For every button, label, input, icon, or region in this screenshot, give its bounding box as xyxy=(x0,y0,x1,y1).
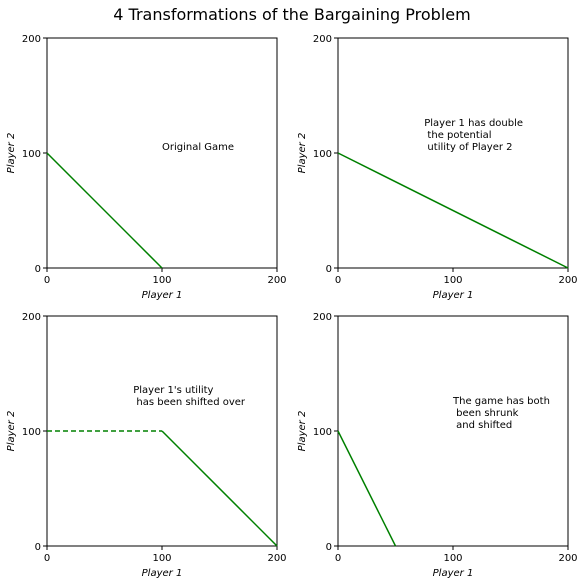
series-line-1 xyxy=(46,152,163,269)
x-tick-label: 0 xyxy=(44,553,50,564)
plot-frame xyxy=(337,37,569,269)
y-axis-label: Player 2 xyxy=(6,411,17,452)
x-tick-label: 100 xyxy=(443,275,462,286)
y-tick-label: 100 xyxy=(22,149,41,160)
x-tick-label: 100 xyxy=(152,275,171,286)
y-tick-label: 200 xyxy=(22,312,41,323)
y-axis-label: Player 2 xyxy=(297,133,308,174)
y-tick-label: 200 xyxy=(313,34,332,45)
y-axis-label: Player 2 xyxy=(297,411,308,452)
plot-frame xyxy=(46,37,278,269)
annotation-line: Original Game xyxy=(162,142,234,153)
x-axis-label: Player 1 xyxy=(142,568,183,579)
annotation-line: Player 1's utility xyxy=(133,385,213,396)
x-tick-label: 200 xyxy=(558,553,577,564)
x-tick-label: 100 xyxy=(443,553,462,564)
annotation-text: The game has both been shrunk and shifte… xyxy=(452,396,550,431)
y-tick-label: 0 xyxy=(326,264,332,275)
series-line-2 xyxy=(161,430,278,547)
figure-title: 4 Transformations of the Bargaining Prob… xyxy=(113,5,470,24)
x-tick-label: 0 xyxy=(44,275,50,286)
x-tick-label: 200 xyxy=(558,275,577,286)
annotation-line: The game has both xyxy=(452,396,550,407)
x-axis-label: Player 1 xyxy=(433,568,474,579)
annotation-text: Original Game xyxy=(162,142,234,153)
y-tick-label: 200 xyxy=(313,312,332,323)
y-tick-label: 0 xyxy=(35,542,41,553)
subplot-2: 0 100 200 0 100 200 Player 1 Player 2 Player 1 h… xyxy=(297,34,578,301)
series-line-1 xyxy=(337,430,397,547)
x-axis-label: Player 1 xyxy=(142,290,183,301)
x-tick-label: 200 xyxy=(267,553,286,564)
series-line-1 xyxy=(337,152,569,269)
annotation-line: has been shifted over xyxy=(133,397,246,408)
subplot-4: 0 100 200 0 100 200 Player 1 Player 2 The game h… xyxy=(297,312,578,579)
annotation-line: utility of Player 2 xyxy=(424,142,512,153)
y-tick-label: 100 xyxy=(313,149,332,160)
y-tick-label: 100 xyxy=(313,427,332,438)
subplot-1: 0 100 200 0 100 200 Player 1 Player 2 Original G… xyxy=(6,34,287,301)
annotation-text: Player 1's utility has been shifted over xyxy=(133,385,246,408)
annotation-line: been shrunk xyxy=(453,408,519,419)
annotation-line: the potential xyxy=(424,130,491,141)
y-tick-label: 200 xyxy=(22,34,41,45)
x-axis-label: Player 1 xyxy=(433,290,474,301)
y-tick-label: 100 xyxy=(22,427,41,438)
annotation-line: Player 1 has double xyxy=(424,118,523,129)
annotation-line: and shifted xyxy=(453,420,512,431)
x-tick-label: 0 xyxy=(335,275,341,286)
x-tick-label: 0 xyxy=(335,553,341,564)
y-tick-label: 0 xyxy=(35,264,41,275)
x-tick-label: 200 xyxy=(267,275,286,286)
x-tick-label: 100 xyxy=(152,553,171,564)
plot-frame xyxy=(337,315,569,547)
subplot-3: 0 100 200 0 100 200 Player 1 Player 2 Player 1's… xyxy=(6,312,287,579)
y-axis-label: Player 2 xyxy=(6,133,17,174)
annotation-text: Player 1 has double the potential utilit… xyxy=(424,118,523,153)
y-tick-label: 0 xyxy=(326,542,332,553)
